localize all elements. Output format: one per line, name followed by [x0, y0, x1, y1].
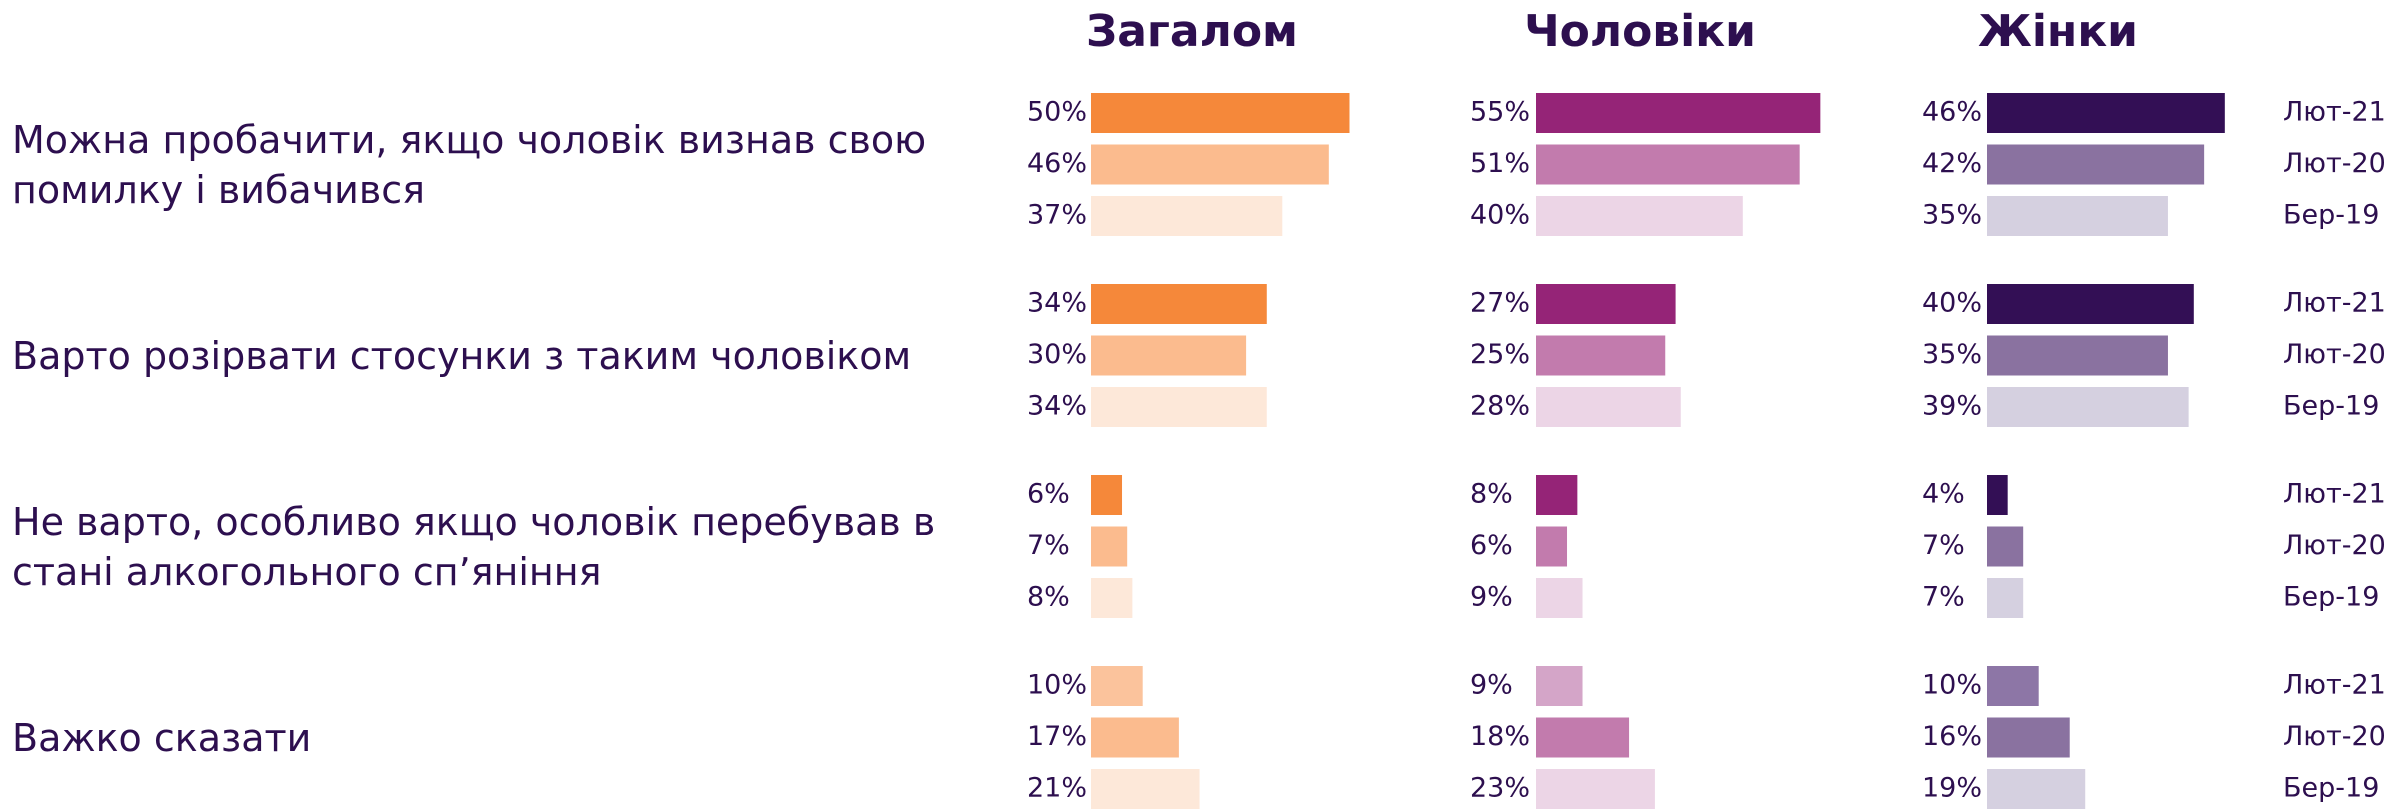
bar: [1091, 717, 1179, 758]
value-label: 25%: [1470, 339, 1530, 370]
bar: [1536, 335, 1666, 376]
value-label: 40%: [1470, 200, 1530, 231]
bar: [1091, 196, 1283, 236]
value-label: 18%: [1470, 721, 1530, 752]
category-label: Важко сказати: [12, 715, 312, 760]
legend-label: Лют-21: [2283, 97, 2386, 128]
value-label: 17%: [1027, 721, 1087, 752]
bar: [1987, 387, 2189, 427]
legend-label: Лют-20: [2283, 721, 2386, 752]
value-label: 27%: [1470, 288, 1530, 319]
value-label: 19%: [1922, 773, 1982, 804]
panel-title: Загалом: [1086, 6, 1298, 57]
legend-label: Лют-21: [2283, 670, 2386, 701]
legend-label: Бер-19: [2283, 773, 2379, 804]
value-label: 10%: [1027, 670, 1087, 701]
bar: [1987, 717, 2070, 758]
value-label: 10%: [1922, 670, 1982, 701]
bar: [1091, 144, 1329, 185]
bar: [1536, 284, 1676, 324]
legend-label: Бер-19: [2283, 582, 2379, 613]
value-label: 21%: [1027, 773, 1087, 804]
value-label: 55%: [1470, 97, 1530, 128]
value-label: 7%: [1922, 530, 1965, 561]
bar: [1987, 196, 2168, 236]
legend-label: Лют-20: [2283, 530, 2386, 561]
category-label: Варто розірвати стосунки з таким чоловік…: [12, 333, 912, 378]
bar: [1987, 526, 2024, 567]
value-label: 35%: [1922, 339, 1982, 370]
bar: [1987, 144, 2205, 185]
panel-title: Чоловіки: [1524, 6, 1756, 57]
value-label: 16%: [1922, 721, 1982, 752]
value-label: 28%: [1470, 391, 1530, 422]
value-label: 46%: [1027, 148, 1087, 179]
value-label: 6%: [1027, 479, 1070, 510]
bar: [1536, 769, 1655, 809]
bar: [1536, 93, 1821, 133]
value-label: 6%: [1470, 530, 1513, 561]
bar: [1091, 578, 1133, 618]
bar: [1091, 387, 1267, 427]
bar: [1091, 335, 1247, 376]
bar: [1091, 93, 1350, 133]
bar: [1536, 475, 1578, 515]
bar: [1536, 387, 1681, 427]
value-label: 9%: [1470, 670, 1513, 701]
bar: [1987, 335, 2168, 376]
value-label: 8%: [1470, 479, 1513, 510]
legend-label: Бер-19: [2283, 391, 2379, 422]
legend-label: Лют-21: [2283, 288, 2386, 319]
bar: [1536, 196, 1743, 236]
value-label: 37%: [1027, 200, 1087, 231]
value-label: 23%: [1470, 773, 1530, 804]
bar: [1987, 666, 2039, 706]
value-label: 34%: [1027, 391, 1087, 422]
value-label: 9%: [1470, 582, 1513, 613]
panel-title: Жінки: [1978, 6, 2138, 57]
bar: [1091, 526, 1128, 567]
value-label: 7%: [1922, 582, 1965, 613]
value-label: 40%: [1922, 288, 1982, 319]
bar: [1536, 144, 1800, 185]
value-label: 30%: [1027, 339, 1087, 370]
bar: [1091, 769, 1200, 809]
value-label: 35%: [1922, 200, 1982, 231]
legend-label: Лют-20: [2283, 339, 2386, 370]
legend-label: Лют-21: [2283, 479, 2386, 510]
value-label: 8%: [1027, 582, 1070, 613]
bar: [1536, 578, 1583, 618]
legend-label: Лют-20: [2283, 148, 2386, 179]
bar: [1987, 475, 2008, 515]
category-label: Не варто, особливо якщо чоловік перебува…: [12, 499, 936, 594]
value-label: 42%: [1922, 148, 1982, 179]
bar: [1091, 284, 1267, 324]
bar: [1987, 284, 2194, 324]
value-label: 46%: [1922, 97, 1982, 128]
value-label: 39%: [1922, 391, 1982, 422]
bar: [1091, 475, 1123, 515]
value-label: 34%: [1027, 288, 1087, 319]
bar: [1536, 666, 1583, 706]
value-label: 50%: [1027, 97, 1087, 128]
category-label: Можна пробачити, якщо чоловік визнав сво…: [12, 117, 927, 212]
legend-label: Бер-19: [2283, 200, 2379, 231]
bar: [1987, 578, 2024, 618]
value-label: 51%: [1470, 148, 1530, 179]
value-label: 4%: [1922, 479, 1965, 510]
bar: [1536, 526, 1568, 567]
bar: [1987, 769, 2086, 809]
value-label: 7%: [1027, 530, 1070, 561]
bar: [1536, 717, 1630, 758]
bar: [1987, 93, 2225, 133]
bar: [1091, 666, 1143, 706]
